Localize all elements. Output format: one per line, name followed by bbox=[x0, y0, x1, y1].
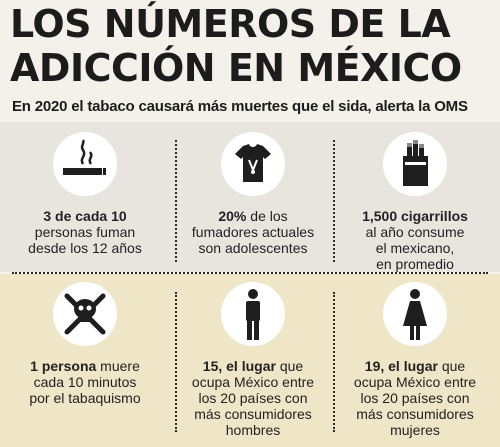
vertical-divider bbox=[175, 140, 177, 262]
vertical-divider bbox=[175, 292, 177, 432]
stat-line: por el tabaquismo bbox=[29, 390, 141, 406]
stat-line: fumadores actuales bbox=[191, 224, 315, 240]
stat-card-women: 19, el lugar que ocupa México entre los … bbox=[334, 282, 496, 438]
stat-line: ocupa México entre bbox=[353, 374, 477, 390]
stat-rest: que bbox=[437, 358, 466, 374]
stat-text: 1 persona muere cada 10 minutos por el t… bbox=[4, 358, 166, 406]
stat-text: 3 de cada 10 personas fuman desde los 12… bbox=[4, 208, 166, 256]
stat-line: hombres bbox=[225, 422, 281, 438]
title-line-1: LOS NÚMEROS DE LA bbox=[10, 2, 451, 46]
stat-rest: que bbox=[275, 358, 304, 374]
stat-line: ocupa México entre bbox=[191, 374, 315, 390]
subtitle: En 2020 el tabaco causará más muertes qu… bbox=[12, 98, 468, 115]
stat-line: los 20 países con bbox=[360, 390, 470, 406]
stat-line: mujeres bbox=[390, 422, 440, 438]
man-icon bbox=[221, 282, 285, 346]
horizontal-divider bbox=[12, 272, 488, 274]
stat-rest: de los bbox=[246, 208, 288, 224]
stat-text: 1,500 cigarrillos al año consume el mexi… bbox=[334, 208, 496, 272]
stat-text: 15, el lugar que ocupa México entre los … bbox=[172, 358, 334, 438]
woman-icon bbox=[383, 282, 447, 346]
stat-card-men: 15, el lugar que ocupa México entre los … bbox=[172, 282, 334, 438]
stat-rest: muere bbox=[96, 358, 140, 374]
stat-highlight: 1 persona bbox=[30, 358, 97, 374]
stat-text: 19, el lugar que ocupa México entre los … bbox=[334, 358, 496, 438]
stat-line: el mexicano, bbox=[375, 240, 455, 256]
stat-card-smokers: 3 de cada 10 personas fuman desde los 12… bbox=[4, 132, 166, 256]
stat-text: 20% de los fumadores actuales son adoles… bbox=[172, 208, 334, 256]
skull-crossbones-icon bbox=[53, 282, 117, 346]
tshirt-icon bbox=[221, 132, 285, 196]
cigarette-icon bbox=[53, 132, 117, 196]
stat-line: más consumidores bbox=[356, 406, 474, 422]
cigarette-pack-icon bbox=[383, 132, 447, 196]
stat-highlight: 1,500 cigarrillos bbox=[362, 208, 468, 224]
stat-highlight: 20% bbox=[218, 208, 247, 224]
stat-card-adolescents: 20% de los fumadores actuales son adoles… bbox=[172, 132, 334, 256]
stat-highlight: 19, el lugar bbox=[364, 358, 438, 374]
stat-line: son adolescentes bbox=[198, 240, 308, 256]
stat-line: más consumidores bbox=[194, 406, 312, 422]
stat-line: los 20 países con bbox=[198, 390, 308, 406]
stat-line: desde los 12 años bbox=[28, 240, 142, 256]
stat-line: al año consume bbox=[365, 224, 465, 240]
stat-line: cada 10 minutos bbox=[33, 374, 137, 390]
stat-card-cigarettes: 1,500 cigarrillos al año consume el mexi… bbox=[334, 132, 496, 272]
stat-highlight: 3 de cada 10 bbox=[43, 208, 127, 224]
stat-highlight: 15, el lugar bbox=[202, 358, 276, 374]
vertical-divider bbox=[333, 140, 335, 262]
page-title: LOS NÚMEROS DE LA ADICCIÓN EN MÉXICO bbox=[10, 2, 462, 90]
title-line-2: ADICCIÓN EN MÉXICO bbox=[10, 46, 462, 90]
stat-card-deaths: 1 persona muere cada 10 minutos por el t… bbox=[4, 282, 166, 406]
vertical-divider bbox=[333, 292, 335, 432]
stat-line: personas fuman bbox=[34, 224, 136, 240]
stat-line: en promedio bbox=[376, 256, 454, 272]
